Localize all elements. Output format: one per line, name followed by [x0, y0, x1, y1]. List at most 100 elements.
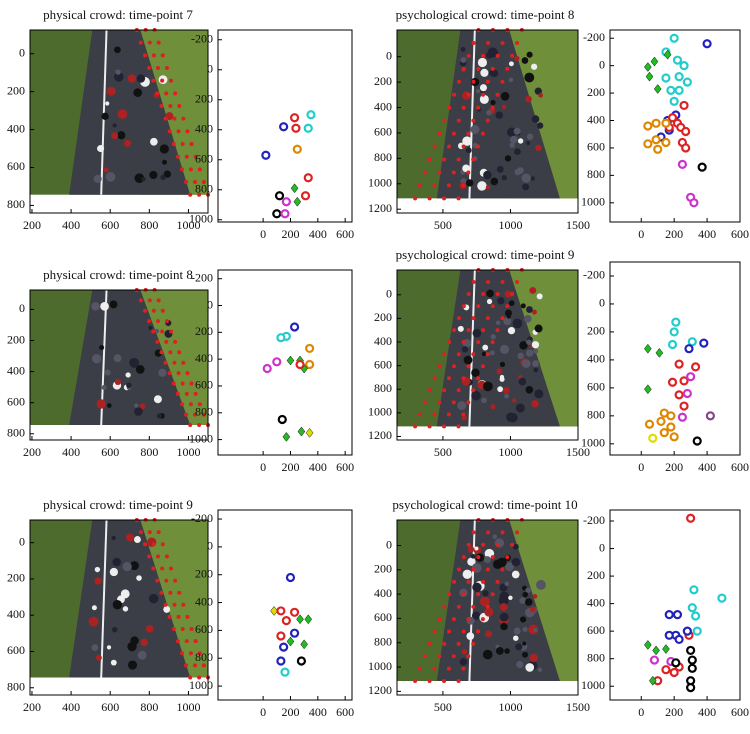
photo-trajectory	[466, 364, 471, 369]
photo-person	[534, 324, 543, 333]
x-tick-label: 200	[23, 700, 41, 714]
photo-trajectory	[456, 118, 461, 123]
point	[304, 614, 313, 625]
point	[674, 85, 684, 95]
point	[651, 118, 661, 128]
point	[652, 645, 660, 656]
y-tick-label: 1000	[581, 436, 605, 450]
photo-trajectory	[151, 308, 156, 313]
photo-trajectory	[432, 376, 437, 381]
photo-trajectory	[185, 371, 190, 376]
y-tick-label: 800	[195, 182, 213, 196]
photo-trajectory	[160, 329, 165, 334]
photo-trajectory	[184, 154, 189, 159]
photo-person	[156, 413, 163, 419]
photo-person	[511, 557, 521, 567]
y-tick-label: 0	[386, 287, 392, 301]
point	[644, 419, 655, 429]
x-tick-label: 400	[309, 705, 327, 719]
photo-trajectory	[185, 614, 190, 619]
point	[669, 327, 679, 337]
photo-trajectory	[451, 364, 456, 369]
panel: psychological crowd: time-point 10 0 200 40…	[368, 497, 590, 714]
panel: physical crowd: time-point 7 0 200 400 600 80…	[7, 7, 210, 232]
photo-trajectory	[485, 604, 490, 609]
point	[687, 337, 697, 347]
photo-trajectory	[481, 328, 486, 333]
point	[274, 191, 285, 201]
point	[653, 144, 663, 154]
photo-trajectory	[442, 604, 447, 609]
photo-trajectory	[481, 292, 486, 297]
point	[682, 626, 692, 636]
photo-person	[120, 589, 130, 599]
photo-person	[481, 351, 487, 357]
x-tick-label: 200	[23, 218, 41, 232]
photo-trajectory	[189, 142, 194, 147]
photo-trajectory	[151, 78, 156, 83]
photo-line	[100, 29, 108, 195]
x-tick-label: 400	[698, 460, 716, 474]
photo-trajectory	[432, 629, 437, 634]
point	[677, 412, 688, 422]
photo-trajectory	[184, 663, 189, 668]
axes-frame	[609, 261, 741, 456]
x-tick-label: 0	[638, 227, 644, 241]
point	[671, 317, 681, 327]
photo-person	[513, 635, 519, 641]
photo-person	[495, 320, 501, 326]
photo-trajectory	[177, 104, 182, 109]
point	[655, 347, 664, 358]
photo-trajectory	[188, 402, 193, 407]
panel: psychological crowd: time-point 8 0 200 400…	[368, 7, 590, 232]
photo-trajectory	[427, 679, 432, 683]
photo-trajectory	[179, 167, 184, 172]
photo-trajectory	[188, 167, 193, 172]
panel-title: physical crowd: time-point 9	[43, 497, 193, 512]
photo-trajectory	[169, 566, 174, 571]
y-tick-label: 800	[7, 426, 25, 440]
point	[672, 55, 683, 65]
photo-person	[472, 328, 482, 338]
photo-trajectory	[466, 654, 471, 659]
photo-person	[463, 355, 473, 365]
photo-trajectory	[476, 629, 481, 634]
photo-trajectory	[442, 679, 447, 683]
photo-trajectory	[471, 530, 476, 535]
point	[663, 49, 672, 60]
point	[666, 411, 676, 421]
point	[279, 642, 289, 652]
point	[305, 359, 315, 370]
point	[661, 137, 671, 148]
photo-person	[479, 84, 487, 92]
axes-frame	[29, 519, 209, 696]
y-tick-label: 400	[587, 352, 605, 366]
photo-trajectory	[456, 196, 461, 201]
photo-trajectory	[476, 144, 481, 149]
photo-trajectory	[451, 654, 456, 659]
photo-person	[163, 605, 171, 613]
y-tick-label: 600	[7, 394, 25, 408]
y-tick-label: 200	[374, 562, 392, 576]
y-tick-label: 800	[374, 381, 392, 395]
point	[303, 123, 313, 133]
photo-person	[112, 123, 117, 128]
photo-trajectory	[181, 116, 186, 121]
point	[692, 626, 702, 636]
photo-trajectory	[442, 352, 447, 357]
photo-person	[504, 581, 510, 587]
point	[293, 196, 302, 207]
photo-trajectory	[147, 66, 152, 71]
y-tick-label: 1000	[581, 678, 605, 692]
x-tick-label: 600	[336, 227, 354, 241]
y-tick-label: 1000	[189, 431, 213, 445]
photo-trajectory	[461, 183, 466, 188]
photo-trajectory	[446, 412, 451, 417]
y-tick-label: 400	[195, 594, 213, 608]
photo-trajectory	[163, 116, 168, 121]
photo-person	[136, 575, 142, 581]
photo-trajectory	[495, 579, 500, 584]
point	[296, 656, 307, 666]
point	[305, 427, 314, 438]
photo-person	[500, 91, 510, 101]
